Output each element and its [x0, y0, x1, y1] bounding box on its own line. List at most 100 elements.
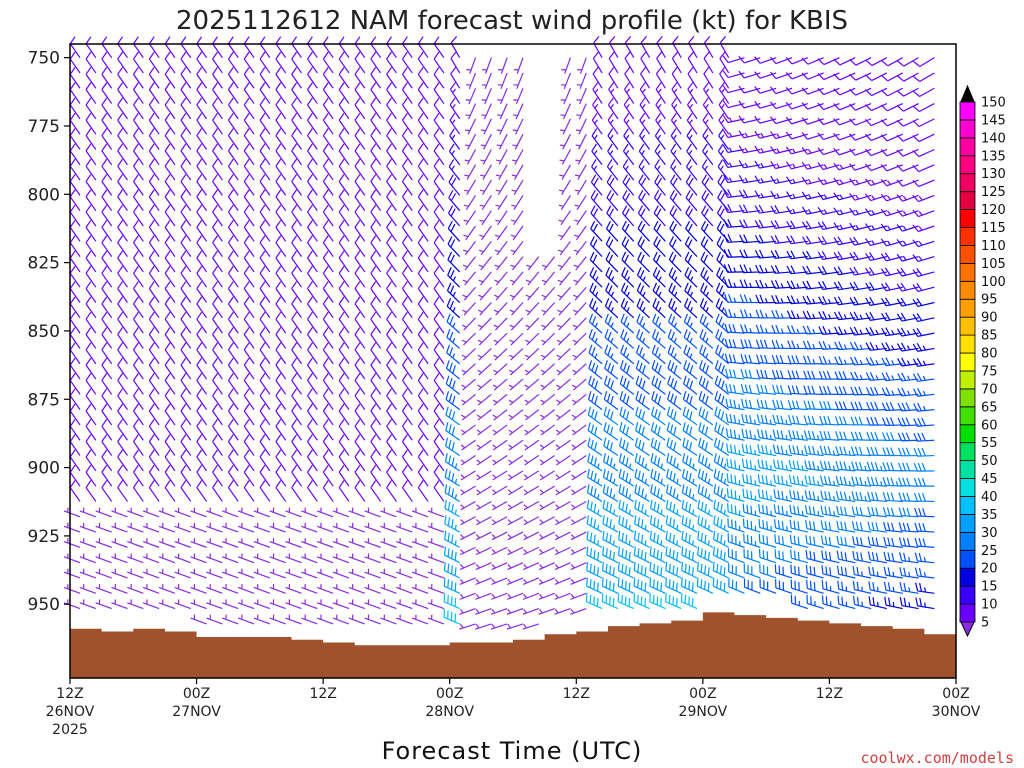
wind-barb: [101, 418, 113, 441]
wind-barb: [447, 220, 461, 242]
wind-barb: [148, 128, 160, 150]
wind-barb: [386, 388, 397, 410]
wind-barb: [338, 174, 350, 196]
colorbar-swatch: [959, 101, 976, 121]
wind-barb: [850, 401, 872, 411]
wind-barb: [588, 329, 603, 349]
wind-barb: [338, 219, 350, 242]
wind-barb: [142, 507, 160, 518]
wind-barb: [164, 235, 176, 257]
wind-barb: [417, 311, 429, 334]
wind-barb: [896, 179, 919, 187]
wind-barb: [285, 522, 302, 533]
wind-barb: [69, 82, 81, 104]
wind-barb: [386, 480, 397, 502]
wind-barb: [914, 552, 935, 564]
wind-barb: [523, 470, 540, 481]
wind-barb: [386, 281, 397, 303]
wind-barb: [818, 340, 840, 350]
wind-barb: [571, 500, 587, 511]
wind-barb: [867, 551, 887, 564]
wind-barb: [790, 594, 808, 610]
wind-barb: [506, 592, 524, 600]
wind-barb: [417, 296, 429, 319]
wind-barb: [354, 143, 366, 166]
wind-barb: [227, 82, 239, 104]
wind-barb: [820, 475, 840, 487]
wind-barb: [698, 375, 714, 395]
wind-barb: [622, 159, 635, 181]
wind-barb: [540, 363, 556, 376]
wind-barb: [912, 254, 935, 263]
wind-barb: [801, 72, 824, 80]
wind-barb: [494, 271, 508, 286]
wind-barb: [864, 148, 888, 157]
wind-barb: [654, 174, 666, 196]
wind-barb: [851, 491, 872, 503]
wind-barb: [338, 158, 350, 181]
wind-barb: [446, 313, 461, 334]
wind-barb: [819, 445, 840, 457]
wind-barb: [227, 97, 239, 120]
wind-barb: [291, 373, 302, 395]
colorbar-label: 10: [981, 598, 998, 613]
wind-barb: [758, 548, 777, 564]
wind-barb: [307, 36, 318, 59]
wind-barb: [591, 128, 603, 150]
wind-barb: [606, 189, 619, 212]
wind-barb: [619, 422, 635, 441]
wind-barb: [380, 614, 397, 625]
wind-barb: [560, 72, 572, 90]
wind-barb: [338, 342, 350, 365]
wind-barb: [322, 357, 334, 380]
wind-barb: [666, 422, 682, 441]
wind-barb: [896, 148, 919, 157]
wind-barb: [525, 271, 540, 286]
wind-barb: [478, 240, 492, 256]
colorbar-label: 140: [981, 131, 1006, 146]
wind-barb: [164, 97, 176, 120]
wind-barb: [479, 195, 492, 211]
wind-barb: [881, 327, 903, 337]
wind-barb: [880, 87, 903, 97]
wind-barb: [402, 97, 413, 120]
wind-barb: [433, 112, 445, 135]
wind-barb: [133, 480, 144, 502]
wind-barb: [370, 296, 382, 319]
wind-barb: [818, 295, 840, 305]
wind-barb: [699, 360, 714, 380]
wind-barb: [718, 128, 730, 150]
wind-barb: [196, 204, 208, 227]
wind-barb: [196, 464, 208, 487]
x-tick-label: 00Z: [689, 686, 716, 702]
wind-barb: [525, 317, 540, 331]
ground-terrain: [70, 612, 956, 678]
wind-barb: [101, 327, 113, 349]
wind-barb: [880, 208, 903, 217]
wind-barb: [85, 158, 97, 181]
wind-barb: [899, 552, 919, 564]
wind-barb: [443, 593, 460, 610]
wind-barb: [801, 146, 824, 155]
wind-barb: [697, 453, 714, 472]
wind-barb: [896, 209, 919, 217]
wind-barb: [447, 251, 461, 273]
wind-barb: [253, 538, 271, 548]
wind-barb: [570, 562, 587, 571]
wind-barb: [370, 480, 382, 502]
wind-barb: [212, 97, 223, 120]
wind-barb: [669, 236, 682, 258]
wind-barb: [212, 296, 223, 319]
wind-barb: [714, 360, 730, 380]
wind-barb: [444, 453, 461, 472]
wind-barb: [754, 71, 777, 79]
wind-barb: [444, 530, 460, 548]
wind-barb: [652, 282, 666, 303]
wind-barb: [322, 250, 334, 273]
colorbar-swatch: [959, 227, 976, 246]
wind-barb: [804, 460, 824, 472]
wind-barb: [164, 327, 176, 349]
wind-barb: [253, 584, 271, 594]
wind-barb: [739, 294, 761, 304]
wind-barb: [180, 357, 192, 380]
